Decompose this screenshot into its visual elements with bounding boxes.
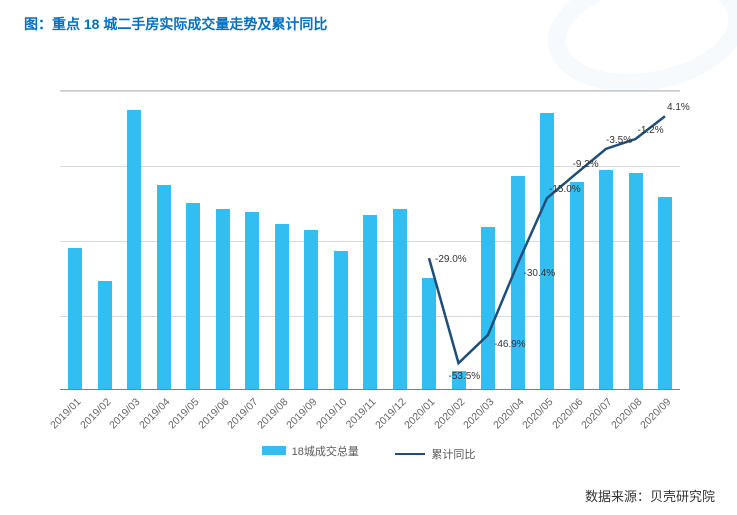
legend-label-bars: 18城成交总量 xyxy=(292,443,359,459)
line-series xyxy=(60,91,680,389)
line-data-label: -30.4% xyxy=(524,268,556,279)
line-data-label: -9.2% xyxy=(573,159,599,170)
legend-swatch-bar xyxy=(262,446,286,455)
line-data-label: -3.5% xyxy=(606,135,632,146)
line-data-label: -1.2% xyxy=(638,125,664,136)
legend-swatch-line xyxy=(395,453,425,455)
chart-title: 图：重点 18 城二手房实际成交量走势及累计同比 xyxy=(0,0,737,34)
data-source: 数据来源：贝壳研究院 xyxy=(585,486,715,505)
line-data-label: -53.5% xyxy=(449,371,481,382)
legend-item-line: 累计同比 xyxy=(395,446,475,462)
line-data-label: -46.9% xyxy=(494,339,526,350)
legend-item-bars: 18城成交总量 xyxy=(262,443,359,459)
line-data-label: -15.0% xyxy=(549,184,581,195)
legend-label-line: 累计同比 xyxy=(431,446,475,462)
line-data-label: -29.0% xyxy=(435,254,467,265)
line-data-label: 4.1% xyxy=(667,102,690,113)
chart-plot-area: -29.0% -53.5% -46.9% -30.4% -15.0% -9.2% -3.5%… xyxy=(60,90,680,390)
chart-legend: 18城成交总量 累计同比 xyxy=(0,442,737,462)
